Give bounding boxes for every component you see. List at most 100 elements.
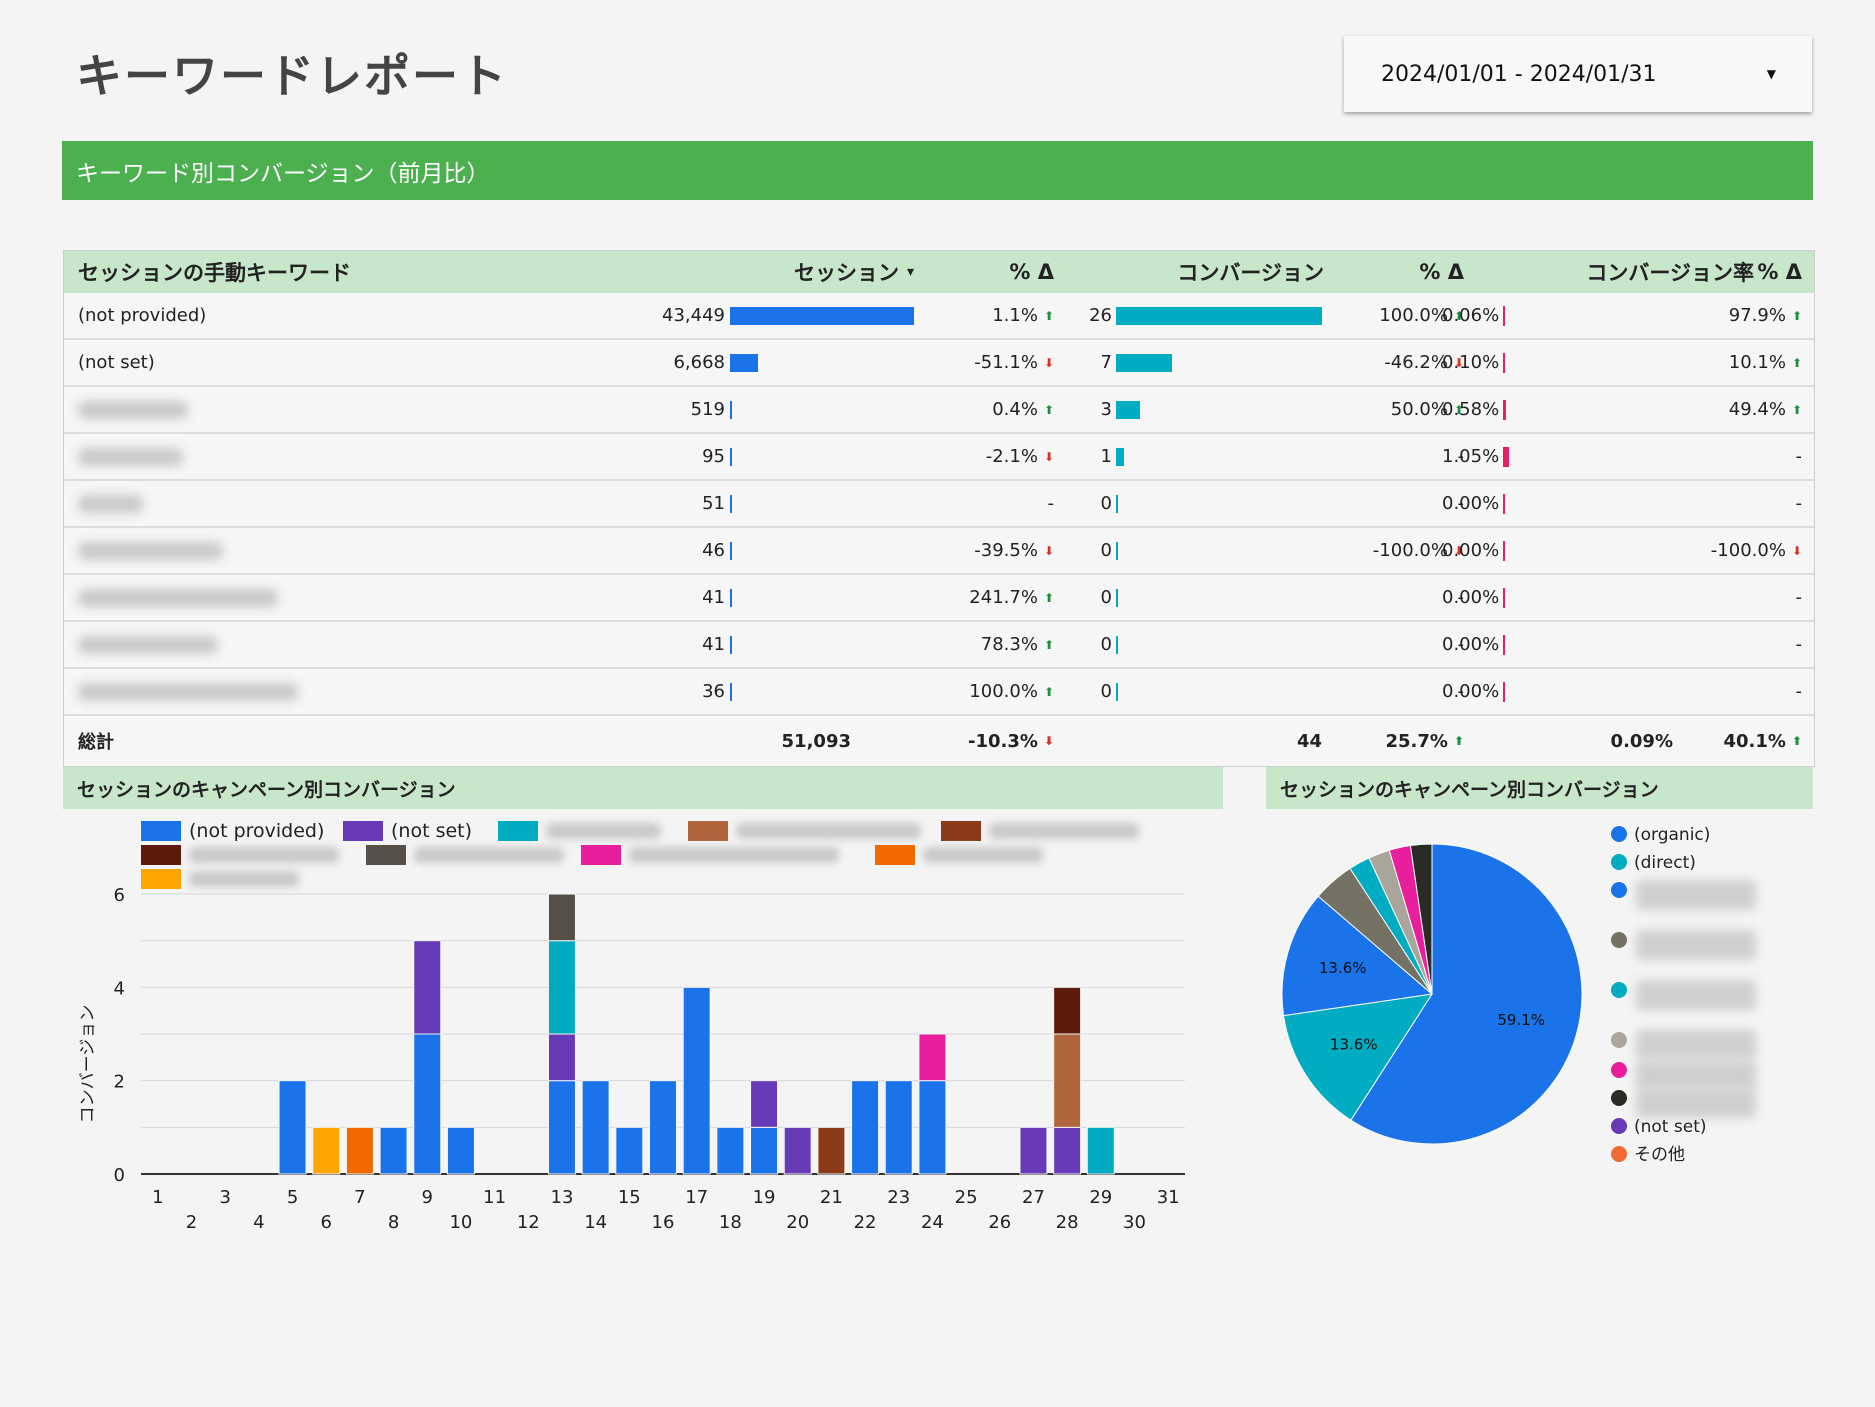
x-tick-label: 26 — [988, 1212, 1011, 1233]
pie-legend-dot — [1611, 1090, 1627, 1106]
rate-cell: 0.10% — [1442, 340, 1582, 385]
x-tick-label: 12 — [517, 1212, 540, 1233]
rate-value: 0.00% — [1442, 634, 1500, 655]
rate-value: 1.05% — [1442, 446, 1500, 467]
keyword-cell — [78, 481, 378, 526]
bar-segment — [312, 1126, 341, 1175]
table-row[interactable]: 36 100.0% ⬆ 0-0.00% - — [64, 669, 1814, 716]
sessions-bar-cell — [730, 340, 930, 385]
pie-legend-dot — [1611, 854, 1627, 870]
date-range-picker[interactable]: 2024/01/01 - 2024/01/31 ▼ — [1344, 36, 1812, 112]
column-header-label: セッションの手動キーワード — [78, 261, 351, 285]
sessions-delta-value: -39.5% — [974, 540, 1038, 561]
pie-slice — [1409, 843, 1433, 995]
table-row[interactable]: (not provided) 43,449 1.1% ⬆ 26 100.0% ⬆ 0.06% 9… — [64, 293, 1814, 340]
sessions-delta: 78.3% ⬆ — [864, 622, 1054, 667]
pie-slice-label: 13.6% — [1330, 1035, 1378, 1053]
column-header-label: % Δ — [1419, 260, 1464, 284]
legend-label-redacted — [546, 823, 661, 839]
arrow-up-icon: ⬆ — [1043, 684, 1054, 699]
legend-label-redacted — [189, 871, 299, 887]
rate-bar — [1503, 446, 1510, 467]
rate-delta-value: 97.9% — [1728, 305, 1786, 326]
legend-swatch — [366, 845, 406, 865]
conversions-value: 0 — [1100, 587, 1112, 608]
x-tick-label: 20 — [786, 1212, 809, 1233]
rate-value: 0.00% — [1442, 681, 1500, 702]
rate-delta-value: - — [1795, 634, 1803, 655]
x-tick-label: 15 — [618, 1187, 641, 1208]
keyword-label: (not provided) — [78, 305, 207, 326]
bar-segment — [750, 1080, 779, 1128]
conversions-delta-value: -100.0% — [1372, 540, 1448, 561]
conversions-bar-cell — [1116, 575, 1336, 620]
table-row[interactable]: 51-0-0.00% - — [64, 481, 1814, 528]
legend-label-redacted — [923, 847, 1043, 863]
bar-segment — [716, 1126, 745, 1175]
bar-segment — [918, 1033, 947, 1082]
conversions-bar-cell — [1116, 622, 1336, 667]
sessions-bar — [730, 306, 914, 325]
conversions-delta-value: -46.2% — [1384, 352, 1448, 373]
rate-value: 0.58% — [1442, 399, 1500, 420]
table-row[interactable]: 41 78.3% ⬆ 0-0.00% - — [64, 622, 1814, 669]
rate-delta: 97.9% ⬆ — [1604, 293, 1802, 338]
total-rate: 0.09% — [1610, 730, 1673, 752]
legend-label-redacted — [629, 847, 839, 863]
column-header-label: % Δ — [1757, 260, 1802, 284]
sessions-delta-value: 241.7% — [969, 587, 1038, 608]
sessions-bar — [730, 635, 732, 654]
x-tick-label: 19 — [753, 1187, 776, 1208]
conversions-delta-value: - — [1457, 493, 1465, 514]
bar-segment — [750, 1126, 779, 1175]
conversions-bar — [1116, 541, 1118, 560]
table-row[interactable]: 519 0.4% ⬆ 3 50.0% ⬆ 0.58% 49.4% ⬆ — [64, 387, 1814, 434]
x-tick-label: 1 — [152, 1187, 163, 1208]
table-row[interactable]: 41 241.7% ⬆ 0-0.00% - — [64, 575, 1814, 622]
keyword-cell — [78, 575, 378, 620]
bar-segment — [851, 1080, 880, 1175]
x-tick-label: 7 — [354, 1187, 365, 1208]
rate-cell: 0.06% — [1442, 293, 1582, 338]
rate-delta-value: - — [1795, 587, 1803, 608]
keyword-cell — [78, 669, 378, 714]
total-rate-delta-value: 40.1% — [1723, 730, 1786, 752]
x-tick-label: 18 — [719, 1212, 742, 1233]
y-tick-label: 6 — [114, 885, 125, 906]
x-tick-label: 2 — [186, 1212, 197, 1233]
arrow-up-icon: ⬆ — [1453, 734, 1464, 748]
column-header: % Δ — [914, 251, 1054, 293]
conversions-delta-value: 50.0% — [1390, 399, 1448, 420]
rate-bar — [1503, 634, 1506, 655]
table-row[interactable]: (not set) 6,668 -51.1% ⬇ 7 -46.2% ⬇ 0.10% 10.1% ⬆ — [64, 340, 1814, 387]
sessions-value: 41 — [702, 634, 725, 655]
pie-legend-label: その他 — [1634, 1145, 1685, 1165]
y-axis-label: コンバージョン — [78, 1005, 98, 1124]
column-header[interactable]: セッション ▾ — [544, 251, 914, 293]
section-title: キーワード別コンバージョン（前月比） — [76, 160, 490, 187]
x-tick-label: 21 — [820, 1187, 843, 1208]
rate-delta: 49.4% ⬆ — [1604, 387, 1802, 432]
sessions-value: 41 — [702, 587, 725, 608]
x-tick-label: 3 — [219, 1187, 230, 1208]
x-tick-label: 9 — [422, 1187, 433, 1208]
legend-label-redacted — [989, 823, 1139, 839]
bar-segment — [817, 1126, 846, 1175]
pie-legend-label-redacted — [1636, 880, 1756, 910]
total-conversions-delta-value: 25.7% — [1385, 730, 1448, 752]
sessions-delta-value: - — [1047, 493, 1055, 514]
table-row[interactable]: 95 -2.1% ⬇ 1-1.05% - — [64, 434, 1814, 481]
pie-legend-label: (organic) — [1634, 825, 1710, 845]
sessions-bar — [730, 588, 732, 607]
arrow-up-icon: ⬆ — [1453, 402, 1464, 417]
conversions-bar — [1116, 635, 1118, 654]
keyword-cell: (not provided) — [78, 293, 378, 338]
pie-legend-label-redacted — [1636, 1060, 1756, 1090]
arrow-up-icon: ⬆ — [1043, 590, 1054, 605]
pie-legend-label: (not set) — [1634, 1117, 1707, 1137]
sessions-bar-cell — [730, 528, 930, 573]
table-row[interactable]: 46 -39.5% ⬇ 0 -100.0% ⬇ 0.00% -100.0% ⬇ — [64, 528, 1814, 575]
arrow-down-icon: ⬇ — [1791, 543, 1802, 558]
section-banner: キーワード別コンバージョン（前月比） — [62, 141, 1813, 200]
conversions-delta: - — [1264, 434, 1465, 479]
